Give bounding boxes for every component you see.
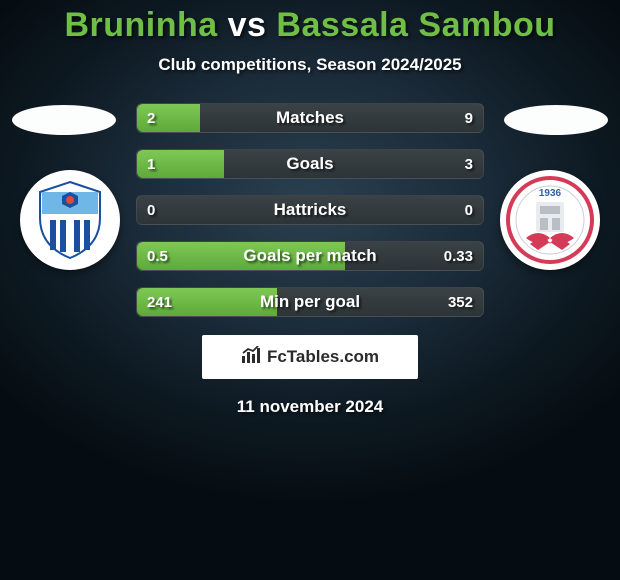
stat-label: Hattricks (137, 196, 483, 224)
right-ellipse-deco (504, 105, 608, 135)
stat-right-value: 352 (448, 288, 473, 316)
subtitle: Club competitions, Season 2024/2025 (0, 55, 620, 75)
stat-bar-matches: 2 Matches 9 (136, 103, 484, 133)
stat-label: Matches (137, 104, 483, 132)
watermark-text: FcTables.com (267, 347, 379, 367)
title-vs: vs (228, 6, 267, 44)
title-player2: Bassala Sambou (276, 6, 555, 44)
stat-right-value: 3 (465, 150, 473, 178)
title-player1: Bruninha (64, 6, 217, 44)
stat-label: Goals (137, 150, 483, 178)
watermark: FcTables.com (202, 335, 418, 379)
chart-icon (241, 346, 263, 369)
comparison-card: Bruninha vs Bassala Sambou Club competit… (0, 0, 620, 580)
stat-label: Goals per match (137, 242, 483, 270)
stat-bars: 2 Matches 9 1 Goals 3 0 Hattricks 0 0. (136, 103, 484, 317)
stat-bar-goals: 1 Goals 3 (136, 149, 484, 179)
team-badge-left (20, 170, 120, 270)
team-badge-right: 1936 (500, 170, 600, 270)
date-label: 11 november 2024 (0, 397, 620, 417)
stat-bar-mpg: 241 Min per goal 352 (136, 287, 484, 317)
stat-bar-hattricks: 0 Hattricks 0 (136, 195, 484, 225)
stat-right-value: 0 (465, 196, 473, 224)
stat-bar-gpm: 0.5 Goals per match 0.33 (136, 241, 484, 271)
svg-text:1936: 1936 (539, 188, 562, 199)
stat-right-value: 0.33 (444, 242, 473, 270)
stat-right-value: 9 (465, 104, 473, 132)
page-title: Bruninha vs Bassala Sambou (0, 6, 620, 45)
team-crest-icon: 1936 (506, 176, 594, 264)
left-ellipse-deco (12, 105, 116, 135)
team-crest-icon (28, 178, 112, 262)
stat-label: Min per goal (137, 288, 483, 316)
